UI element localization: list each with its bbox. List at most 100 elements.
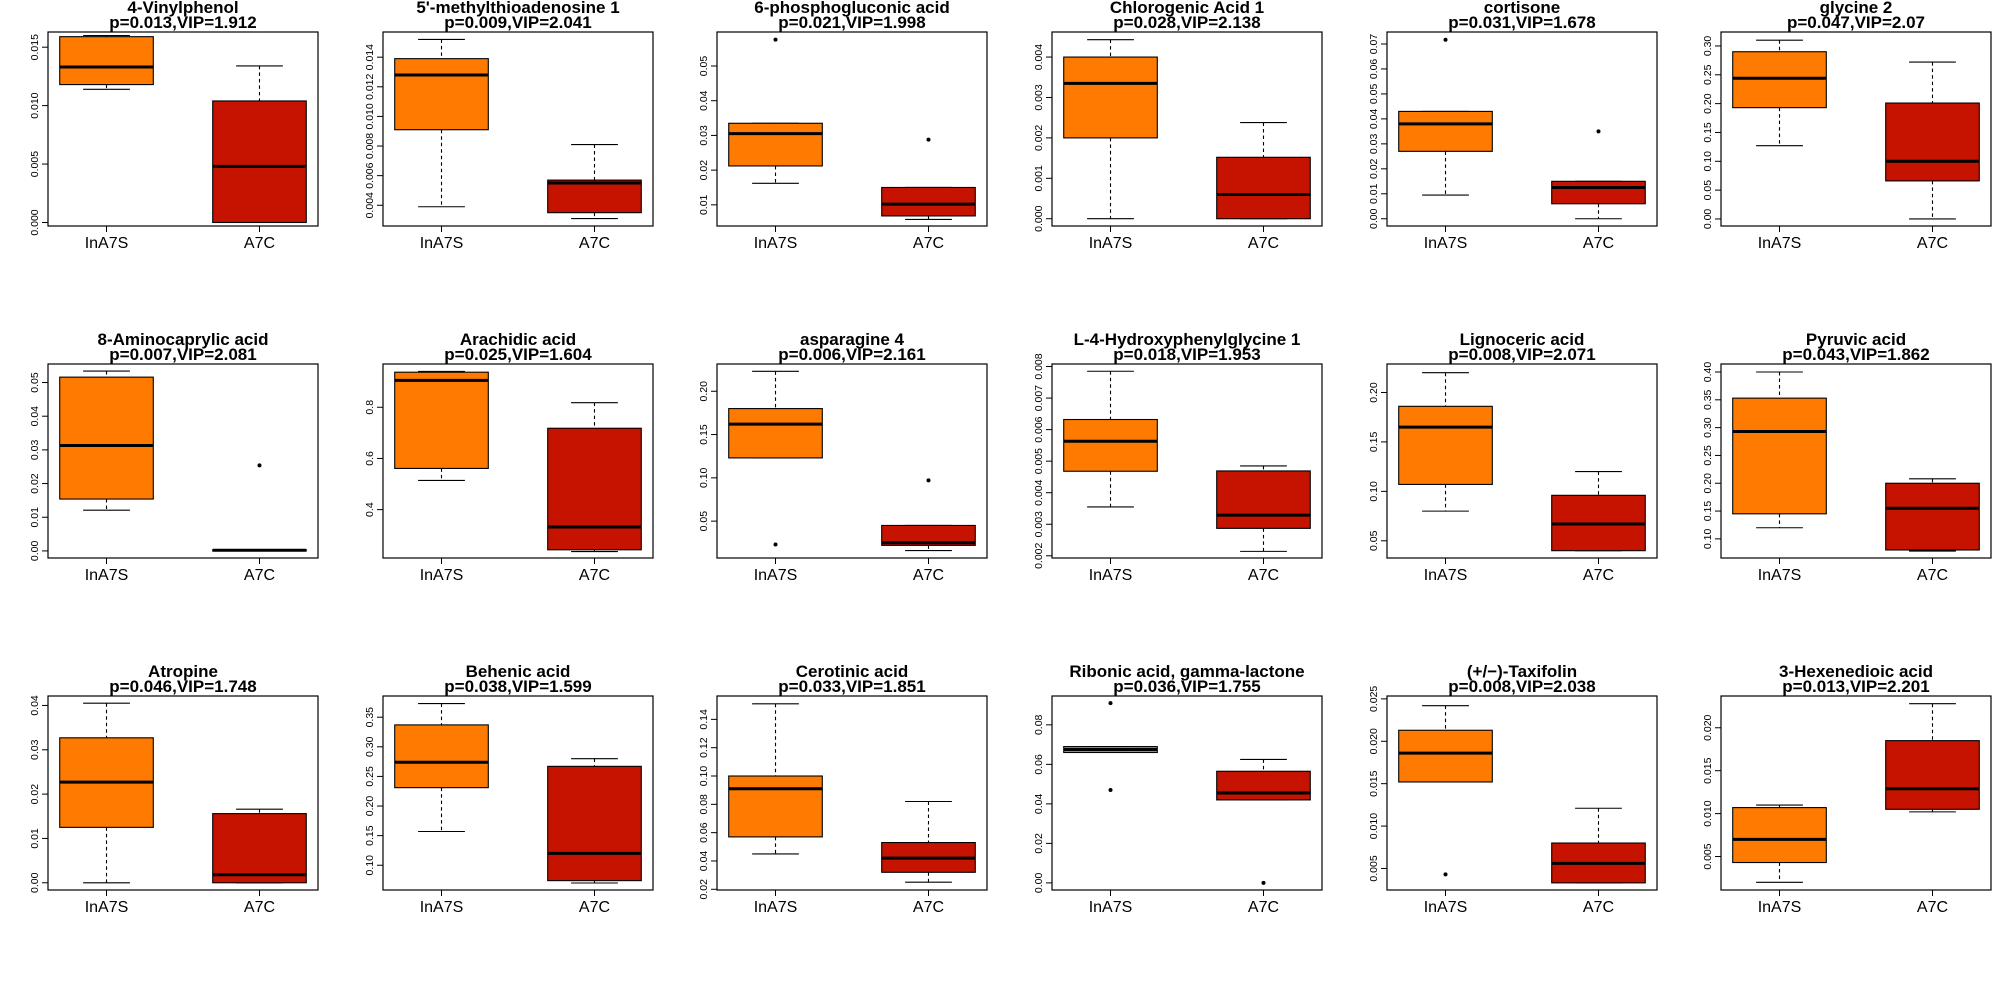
y-tick-label: 0.20 xyxy=(698,381,710,402)
x-tick-label-ina7s: InA7S xyxy=(1758,235,1802,252)
iqr-box xyxy=(1885,740,1981,810)
y-tick-label: 0.006 xyxy=(1033,416,1045,442)
y-tick-label: 0.6 xyxy=(364,451,376,466)
iqr-box xyxy=(393,58,489,131)
y-tick-label: 0.005 xyxy=(1368,855,1380,881)
box-ina7s xyxy=(1732,804,1828,883)
box-ina7s xyxy=(1063,370,1158,508)
chart-title: 5'-methylthioadenosine 1 xyxy=(416,0,619,17)
x-tick-label-ina7s: InA7S xyxy=(419,567,463,584)
box-a7c xyxy=(1885,478,1981,552)
outlier-point xyxy=(1108,788,1113,793)
y-tick-label: 0.25 xyxy=(1702,445,1714,466)
boxplot-svg: asparagine 4p=0.006,VIP=2.161 0.05 0.10 0.1… xyxy=(698,330,988,584)
box-a7c xyxy=(1216,121,1311,220)
x-tick-label-a7c: A7C xyxy=(1583,235,1614,252)
y-tick-label: 0.10 xyxy=(1368,481,1380,502)
x-tick-label-ina7s: InA7S xyxy=(1758,567,1802,584)
iqr-box xyxy=(881,186,977,217)
box-a7c xyxy=(1885,61,1981,220)
y-tick-label: 0.006 xyxy=(364,162,376,188)
chart-title: L-4-Hydroxyphenylglycine 1 xyxy=(1074,330,1301,349)
chart-panel-5-methylthioadenosine-1: 5'-methylthioadenosine 1 p=0.009,VIP=2.04… xyxy=(335,0,669,332)
y-tick-label: 0.15 xyxy=(1368,432,1380,453)
y-tick-label: 0.012 xyxy=(364,73,376,99)
y-tick-label: 0.10 xyxy=(698,467,710,488)
iqr-box xyxy=(1063,56,1158,139)
box-a7c xyxy=(1216,758,1311,885)
outlier-point xyxy=(1261,880,1266,885)
chart-panel-taxifolin: (+/−)-Taxifolin p=0.008,VIP=2.038 0.005 0.0… xyxy=(1339,662,1673,996)
y-tick-label: 0.003 xyxy=(1033,511,1045,537)
chart-panel-atropine: Atropine p=0.046,VIP=1.748 0.00 0.01 0.02 0.0… xyxy=(0,662,334,996)
x-tick-label-a7c: A7C xyxy=(913,235,944,252)
y-tick-label: 0.004 xyxy=(1033,479,1045,505)
box-a7c xyxy=(881,137,977,220)
y-tick-label: 0.04 xyxy=(1368,109,1380,130)
chart-title: 8-Aminocaprylic acid xyxy=(97,330,268,349)
y-tick-label: 0.08 xyxy=(698,794,710,815)
y-tick-label: 0.015 xyxy=(1702,757,1714,783)
box-a7c xyxy=(881,800,977,883)
boxplot-svg: Chlorogenic Acid 1p=0.028,VIP=2.138 0.000… xyxy=(1033,0,1323,252)
iqr-box xyxy=(393,371,489,469)
chart-subtitle: p=0.009,VIP=2.041 xyxy=(444,13,591,32)
y-tick-label: 0.02 xyxy=(698,160,710,181)
boxplot-svg: 5'-methylthioadenosine 1p=0.009,VIP=2.04… xyxy=(364,0,654,252)
iqr-box xyxy=(1397,405,1493,485)
box-ina7s xyxy=(728,703,824,855)
x-tick-label-a7c: A7C xyxy=(1248,899,1279,916)
x-tick-label-ina7s: InA7S xyxy=(1423,235,1467,252)
box-ina7s xyxy=(1397,372,1493,512)
y-tick-label: 0.35 xyxy=(1702,389,1714,410)
y-tick-label: 0.03 xyxy=(29,440,41,461)
chart-panel-glycine-2: glycine 2 p=0.047,VIP=2.07 0.00 0.05 0.10 0.1… xyxy=(1673,0,2007,332)
y-tick-label: 0.06 xyxy=(1033,754,1045,775)
y-tick-label: 0.04 xyxy=(1033,793,1045,814)
iqr-box xyxy=(59,376,154,500)
plot-frame xyxy=(716,695,988,891)
chart-title: Ribonic acid, gamma-lactone xyxy=(1069,662,1304,681)
chart-title: cortisone xyxy=(1483,0,1560,17)
x-tick-label-a7c: A7C xyxy=(244,235,275,252)
y-tick-label: 0.14 xyxy=(698,709,710,730)
chart-subtitle: p=0.047,VIP=2.07 xyxy=(1787,13,1925,32)
chart-subtitle: p=0.013,VIP=2.201 xyxy=(1783,677,1930,696)
iqr-box xyxy=(881,524,977,546)
box-ina7s xyxy=(59,702,154,884)
chart-subtitle: p=0.025,VIP=1.604 xyxy=(444,345,592,364)
y-tick-label: 0.30 xyxy=(364,736,376,757)
chart-title: Chlorogenic Acid 1 xyxy=(1110,0,1264,17)
x-tick-label-ina7s: InA7S xyxy=(1089,567,1133,584)
chart-subtitle: p=0.028,VIP=2.138 xyxy=(1113,13,1260,32)
y-tick-label: 0.15 xyxy=(698,424,710,445)
plot-frame xyxy=(47,31,319,227)
chart-title: (+/−)-Taxifolin xyxy=(1467,662,1577,681)
plot-frame xyxy=(1386,363,1658,559)
x-tick-label-ina7s: InA7S xyxy=(1758,899,1802,916)
x-tick-label-a7c: A7C xyxy=(1248,235,1279,252)
box-a7c xyxy=(1885,703,1981,813)
box-ina7s xyxy=(728,37,824,184)
x-tick-label-a7c: A7C xyxy=(244,567,275,584)
x-tick-label-a7c: A7C xyxy=(244,899,275,916)
boxplot-svg: L-4-Hydroxyphenylglycine 1p=0.018,VIP=1.… xyxy=(1033,330,1323,584)
outlier-point xyxy=(773,37,778,42)
y-tick-label: 0.15 xyxy=(1702,501,1714,522)
chart-subtitle: p=0.038,VIP=1.599 xyxy=(444,677,591,696)
iqr-box xyxy=(728,408,824,459)
x-tick-label-a7c: A7C xyxy=(1248,567,1279,584)
iqr-box xyxy=(546,427,642,551)
x-tick-label-a7c: A7C xyxy=(579,235,610,252)
y-tick-label: 0.08 xyxy=(1033,714,1045,735)
x-tick-label-ina7s: InA7S xyxy=(85,899,129,916)
y-tick-label: 0.014 xyxy=(364,44,376,70)
y-tick-label: 0.008 xyxy=(1033,353,1045,379)
x-tick-label-a7c: A7C xyxy=(1917,899,1948,916)
